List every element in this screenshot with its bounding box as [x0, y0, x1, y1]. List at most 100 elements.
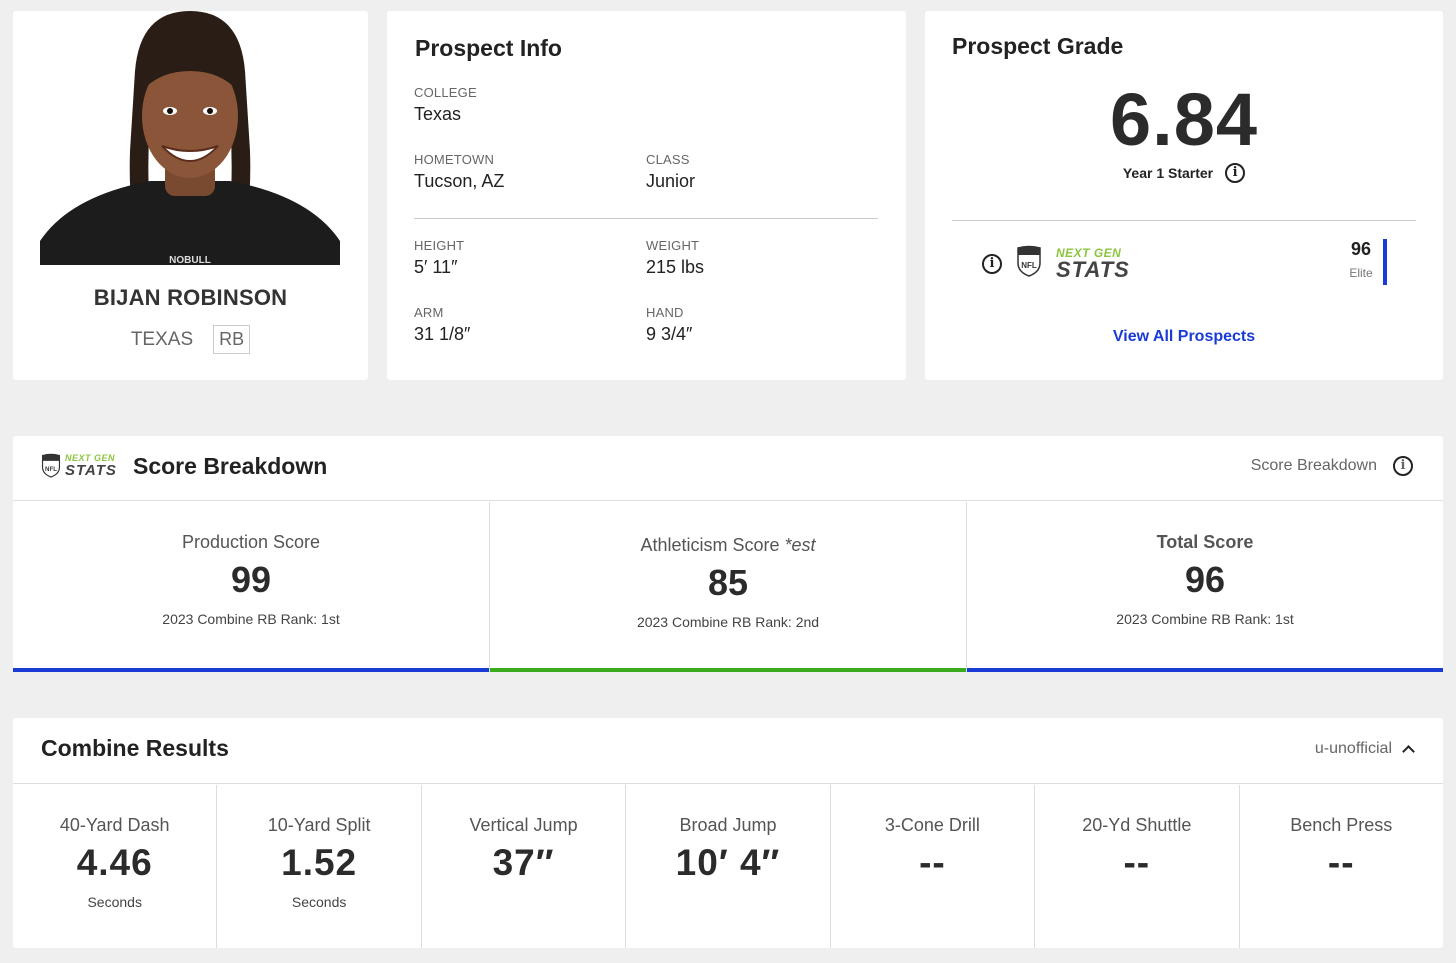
- grade-description: Year 1 Starter: [1122, 165, 1214, 181]
- score-value: 96: [1184, 559, 1226, 600]
- college-field: COLLEGE Texas: [414, 85, 477, 125]
- drill-unit: Seconds: [87, 894, 142, 910]
- drill-value: 1.52: [281, 842, 358, 883]
- player-card: NOBULL BIJAN ROBINSON TEXAS RB: [13, 11, 368, 380]
- info-icon[interactable]: i: [982, 253, 1002, 274]
- score-rank: 2023 Combine RB Rank: 1st: [1116, 611, 1294, 627]
- prospect-grade-value: 6.84: [1109, 78, 1259, 161]
- score-value: 99: [230, 559, 272, 600]
- height-label: HEIGHT: [414, 238, 465, 253]
- combine-results-card: Combine Results u-unofficial 40-Yard Das…: [13, 718, 1443, 948]
- nfl-shield-icon: NFL: [1016, 245, 1042, 282]
- hand-label: HAND: [646, 305, 684, 320]
- hometown-value: Tucson, AZ: [414, 171, 505, 191]
- height-value: 5′ 11″: [414, 257, 458, 277]
- hometown-label: HOMETOWN: [414, 152, 495, 167]
- class-label: CLASS: [646, 152, 690, 167]
- drill-3-cone: 3-Cone Drill --: [831, 785, 1036, 948]
- info-icon[interactable]: i: [1225, 163, 1246, 183]
- score-label: Athleticism Score: [640, 535, 785, 555]
- svg-text:NFL: NFL: [1021, 261, 1037, 270]
- score-bar: [490, 668, 966, 672]
- svg-text:NOBULL: NOBULL: [169, 255, 211, 265]
- college-label: COLLEGE: [414, 85, 477, 100]
- ngs-score-bar: [1383, 239, 1387, 285]
- ngs-logo-row: i NFL NEXT GEN STATS: [982, 245, 1130, 282]
- drill-value: --: [1123, 842, 1151, 883]
- score-value: 85: [707, 562, 749, 603]
- drill-label: 10-Yard Split: [267, 815, 371, 835]
- drill-unit: Seconds: [291, 894, 347, 910]
- view-all-prospects-link[interactable]: View All Prospects: [1112, 328, 1256, 345]
- ngs-logo-bottom: STATS: [1056, 256, 1130, 282]
- chevron-up-icon[interactable]: [1402, 745, 1415, 758]
- drill-20-yd-shuttle: 20-Yd Shuttle --: [1035, 785, 1240, 948]
- nfl-shield-icon: NFL: [41, 453, 61, 478]
- drill-value: --: [1327, 842, 1355, 883]
- player-college: TEXAS: [130, 328, 194, 350]
- score-breakdown-title: Score Breakdown: [133, 453, 328, 479]
- drill-vertical-jump: Vertical Jump 37″: [422, 785, 627, 948]
- score-breakdown-help-label: Score Breakdown: [1250, 457, 1377, 474]
- score-label: Production Score: [181, 532, 321, 552]
- hometown-field: HOMETOWN Tucson, AZ: [414, 152, 504, 192]
- score-rank: 2023 Combine RB Rank: 1st: [162, 611, 340, 627]
- combine-results-header[interactable]: Combine Results u-unofficial: [13, 718, 1443, 784]
- arm-value: 31 1/8″: [414, 324, 471, 344]
- college-value: Texas: [414, 104, 462, 124]
- combine-results-toggle[interactable]: u-unofficial: [1315, 740, 1415, 758]
- prospect-info-title: Prospect Info: [415, 35, 562, 61]
- drill-bench-press: Bench Press --: [1240, 785, 1443, 948]
- drill-value: 4.46: [76, 842, 153, 883]
- ngs-score-value: 96: [1350, 239, 1372, 259]
- grade-description-row: Year 1 Starter i: [925, 163, 1443, 183]
- height-field: HEIGHT 5′ 11″: [414, 238, 464, 278]
- combine-results-title: Combine Results: [41, 735, 229, 761]
- ngs-logo-bottom: STATS: [65, 461, 117, 479]
- player-name: BIJAN ROBINSON: [93, 285, 288, 310]
- combine-drills: 40-Yard Dash 4.46 Seconds 10-Yard Split …: [13, 785, 1443, 948]
- ngs-logo: NEXT GEN STATS: [1056, 247, 1130, 281]
- drill-broad-jump: Broad Jump 10′ 4″: [626, 785, 831, 948]
- drill-label: Vertical Jump: [469, 815, 578, 835]
- drill-value: --: [919, 842, 946, 883]
- drill-value: 10′ 4″: [675, 842, 781, 883]
- ngs-score-block: 96 Elite: [1335, 239, 1387, 280]
- score-bar: [13, 668, 489, 672]
- prospect-grade-title: Prospect Grade: [952, 33, 1124, 59]
- drill-10-yard-split: 10-Yard Split 1.52 Seconds: [217, 785, 422, 948]
- info-divider: [414, 218, 878, 219]
- hand-field: HAND 9 3/4″: [646, 305, 692, 345]
- drill-label: Bench Press: [1290, 815, 1393, 835]
- weight-label: WEIGHT: [646, 238, 700, 253]
- total-score: Total Score 96 2023 Combine RB Rank: 1st: [967, 502, 1443, 672]
- weight-field: WEIGHT 215 lbs: [646, 238, 704, 278]
- info-icon[interactable]: i: [1393, 456, 1413, 476]
- score-breakdown-help[interactable]: Score Breakdown i: [1251, 456, 1413, 476]
- production-score: Production Score 99 2023 Combine RB Rank…: [13, 502, 490, 672]
- ngs-score-tier: Elite: [1349, 266, 1373, 280]
- prospect-info-card: Prospect Info COLLEGE Texas HOMETOWN Tuc…: [387, 11, 906, 380]
- player-meta: TEXAS RB: [13, 325, 368, 354]
- position-badge: RB: [213, 325, 251, 354]
- score-label: Total Score: [1156, 532, 1254, 552]
- drill-value: 37″: [492, 842, 555, 883]
- class-value: Junior: [646, 171, 696, 191]
- ngs-logo-top: NEXT GEN: [1056, 245, 1122, 260]
- weight-value: 215 lbs: [646, 257, 705, 277]
- drill-label: 3-Cone Drill: [884, 815, 980, 835]
- score-bar: [967, 668, 1443, 672]
- prospect-grade-card: Prospect Grade 6.84 Year 1 Starter i i N…: [925, 11, 1443, 380]
- svg-text:NFL: NFL: [45, 466, 57, 473]
- score-label-suffix: *est: [784, 535, 816, 555]
- grade-divider: [952, 220, 1416, 221]
- arm-field: ARM 31 1/8″: [414, 305, 470, 345]
- drill-label: Broad Jump: [679, 815, 777, 835]
- score-rank: 2023 Combine RB Rank: 2nd: [636, 614, 820, 630]
- drill-label: 20-Yd Shuttle: [1082, 815, 1192, 835]
- player-photo: NOBULL: [40, 11, 340, 265]
- score-breakdown-header: NFL NEXT GEN STATS Score Breakdown Score…: [13, 436, 1443, 501]
- score-columns: Production Score 99 2023 Combine RB Rank…: [13, 502, 1443, 672]
- athleticism-score: Athleticism Score *est 85 2023 Combine R…: [490, 502, 967, 672]
- drill-40-yard-dash: 40-Yard Dash 4.46 Seconds: [13, 785, 218, 948]
